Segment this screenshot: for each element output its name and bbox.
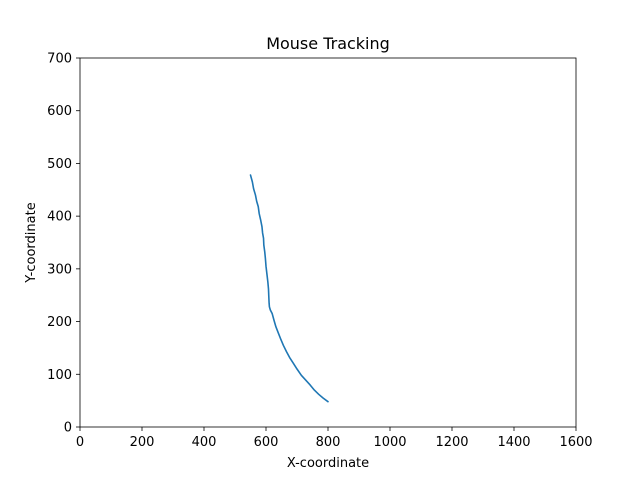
x-axis: 0 200 400 600 800 1000 1200 1400 1600	[76, 427, 593, 450]
y-tick-label: 600	[47, 104, 72, 119]
plot-frame	[79, 57, 577, 428]
x-tick-label: 1200	[435, 435, 468, 450]
y-tick-label: 700	[47, 52, 72, 67]
y-tick-label: 200	[47, 315, 72, 330]
y-tick-label: 0	[64, 421, 72, 436]
x-tick-label: 400	[192, 435, 217, 450]
series-layer	[249, 174, 329, 403]
x-tick-label: 1000	[373, 435, 406, 450]
x-tick-label: 1400	[497, 435, 530, 450]
x-axis-label: X-coordinate	[287, 456, 369, 471]
x-tick-label: 600	[254, 435, 279, 450]
x-tick-label: 1600	[559, 435, 592, 450]
x-tick-label: 200	[130, 435, 155, 450]
y-tick-label: 500	[47, 157, 72, 172]
x-tick-label: 800	[316, 435, 341, 450]
y-axis: 0 100 200 300 400 500 600 700	[47, 52, 80, 436]
mouse-path-line	[249, 174, 329, 403]
y-tick-label: 400	[47, 210, 72, 225]
chart-title: Mouse Tracking	[266, 34, 390, 53]
x-tick-label: 0	[76, 435, 84, 450]
y-tick-label: 100	[47, 368, 72, 383]
y-axis-label: Y-coordinate	[24, 202, 39, 283]
y-tick-label: 300	[47, 262, 72, 277]
